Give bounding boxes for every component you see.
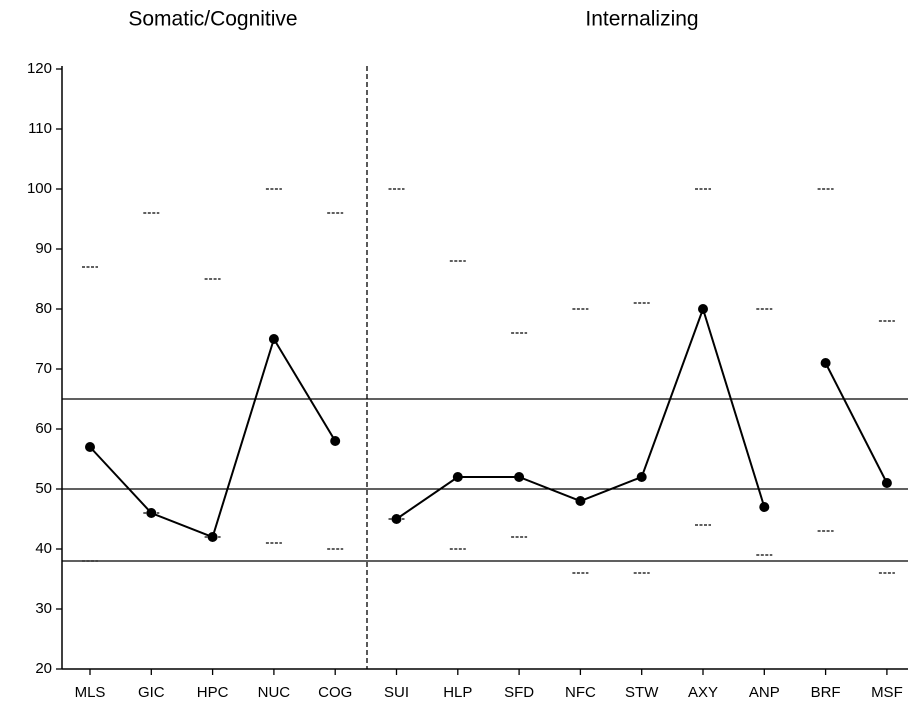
y-tick-label: 100 xyxy=(27,180,52,197)
data-point xyxy=(759,502,770,512)
group-title: Somatic/Cognitive xyxy=(128,8,297,31)
data-point xyxy=(514,472,525,482)
x-tick-label: MLS xyxy=(75,684,106,701)
y-tick-label: 70 xyxy=(35,360,52,377)
data-point xyxy=(452,472,463,482)
data-point xyxy=(636,472,647,482)
y-tick-label: 80 xyxy=(35,300,52,317)
data-point xyxy=(330,436,341,446)
y-tick-label: 90 xyxy=(35,240,52,257)
data-point xyxy=(268,334,279,344)
data-point xyxy=(391,514,402,524)
x-tick-label: MSF xyxy=(871,684,903,701)
x-tick-label: SUI xyxy=(384,684,409,701)
y-tick-label: 120 xyxy=(27,60,52,77)
x-tick-label: NFC xyxy=(565,684,596,701)
data-point xyxy=(85,442,95,452)
data-point xyxy=(698,304,708,314)
series-line xyxy=(395,305,766,520)
data-point xyxy=(881,478,892,488)
x-tick-label: ANP xyxy=(749,684,780,701)
y-tick-label: 60 xyxy=(35,420,52,437)
x-tick-label: BRF xyxy=(811,684,841,701)
y-tick-label: 30 xyxy=(35,600,52,617)
x-tick-label: COG xyxy=(318,684,352,701)
series-line xyxy=(824,362,888,484)
data-point xyxy=(820,358,831,368)
y-tick-label: 50 xyxy=(35,480,52,497)
x-tick-label: STW xyxy=(625,684,659,701)
x-tick-label: HLP xyxy=(443,684,472,701)
x-tick-label: SFD xyxy=(504,684,534,701)
x-tick-label: HPC xyxy=(197,684,229,701)
y-tick-label: 40 xyxy=(35,540,52,557)
data-point xyxy=(146,508,157,518)
x-tick-label: AXY xyxy=(688,684,718,701)
series-line xyxy=(89,336,337,539)
data-point xyxy=(575,496,586,506)
y-tick-label: 110 xyxy=(28,120,52,137)
y-tick-label: 20 xyxy=(35,660,52,677)
group-title: Internalizing xyxy=(585,8,698,31)
data-point xyxy=(207,532,218,542)
x-tick-label: GIC xyxy=(138,684,165,701)
x-tick-label: NUC xyxy=(258,684,291,701)
